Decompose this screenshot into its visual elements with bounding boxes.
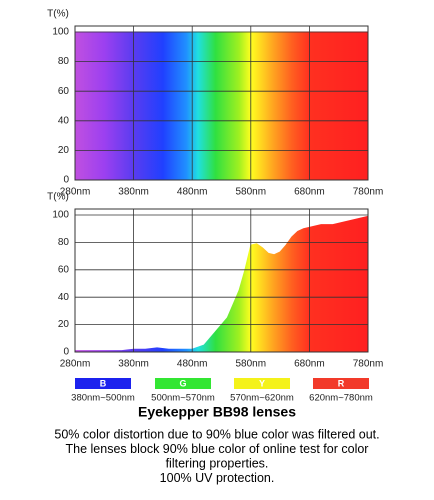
- area-line: [75, 215, 369, 352]
- legend-label: G: [179, 378, 186, 388]
- y-tick-label: 80: [58, 56, 70, 67]
- x-tick-label: 280nm: [60, 187, 91, 198]
- legend-range: 500nm~570nm: [151, 393, 215, 404]
- plot-frame: [74, 208, 369, 353]
- x-tick-label: 280nm: [60, 359, 91, 370]
- y-axis-label: T(%): [47, 192, 69, 203]
- x-tick-label: 480nm: [177, 187, 208, 198]
- caption-line: The lenses block 90% blue color of onlin…: [66, 442, 369, 456]
- y-tick-label: 0: [63, 347, 69, 358]
- y-tick-label: 20: [58, 145, 70, 156]
- legend-range: 380nm~500nm: [71, 393, 135, 404]
- plot-frame: [74, 25, 369, 181]
- legend-swatch: [75, 378, 131, 389]
- x-tick-label: 580nm: [236, 187, 267, 198]
- area-fill: [75, 216, 368, 352]
- x-tick-label: 380nm: [118, 187, 149, 198]
- y-tick-label: 60: [58, 86, 70, 97]
- caption-line: 50% color distortion due to 90% blue col…: [54, 427, 379, 441]
- y-tick-label: 20: [58, 319, 70, 330]
- legend-label: R: [338, 378, 345, 388]
- legend-range: 620nm~780nm: [309, 393, 373, 404]
- area-fill: [75, 32, 368, 180]
- x-tick-label: 480nm: [177, 359, 208, 370]
- legend-swatch: [155, 378, 211, 389]
- title: Eyekepper BB98 lenses: [138, 404, 296, 420]
- x-tick-label: 780nm: [353, 187, 384, 198]
- y-tick-label: 40: [58, 115, 70, 126]
- x-tick-label: 380nm: [118, 359, 149, 370]
- legend-swatch: [234, 378, 290, 389]
- legend-range: 570nm~620nm: [230, 393, 294, 404]
- x-tick-label: 580nm: [236, 359, 267, 370]
- x-tick-label: 780nm: [353, 359, 384, 370]
- legend-label: Y: [259, 378, 265, 388]
- y-axis-label: T(%): [47, 9, 69, 20]
- y-tick-label: 40: [58, 292, 70, 303]
- legend-swatch: [313, 378, 369, 389]
- caption-line: filtering properties.: [166, 456, 269, 470]
- legend-label: B: [100, 378, 107, 388]
- y-tick-label: 100: [52, 210, 69, 221]
- x-tick-label: 680nm: [294, 187, 325, 198]
- y-tick-label: 60: [58, 264, 70, 275]
- y-tick-label: 100: [52, 27, 69, 38]
- caption-line: 100% UV protection.: [160, 471, 275, 485]
- y-tick-label: 0: [63, 175, 69, 186]
- x-tick-label: 680nm: [294, 359, 325, 370]
- y-tick-label: 80: [58, 237, 70, 248]
